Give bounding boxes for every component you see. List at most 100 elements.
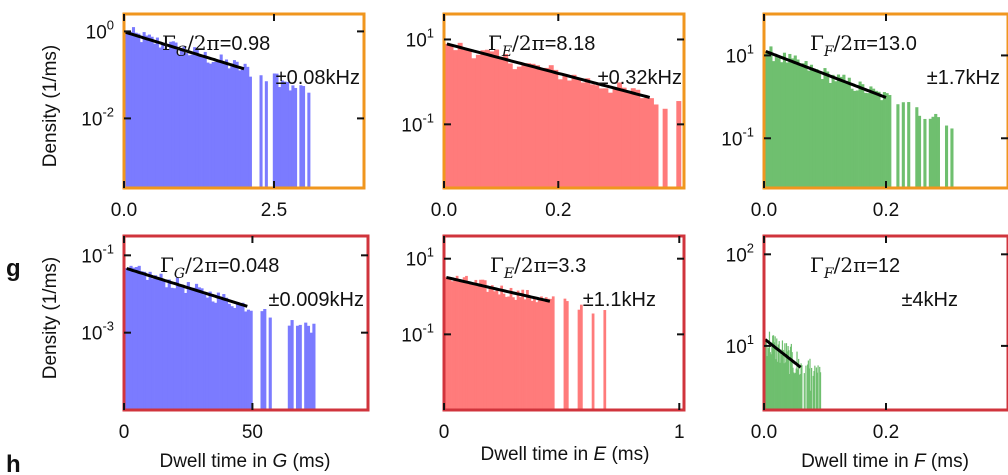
hist-bar — [302, 86, 306, 188]
hist-bar — [453, 50, 459, 188]
hist-bar — [896, 104, 900, 188]
hist-bar — [869, 86, 873, 188]
hist-bar — [771, 342, 773, 410]
hist-bar — [880, 100, 884, 188]
hist-bar — [521, 289, 525, 410]
hist-bar — [523, 299, 527, 410]
hist-bar — [493, 291, 496, 410]
hist-bar — [480, 50, 486, 188]
hist-bar — [126, 268, 130, 410]
hist-bar — [798, 375, 801, 410]
hist-bar — [214, 302, 218, 410]
y-tick-base: 10 — [86, 22, 107, 43]
hist-bar — [507, 63, 513, 188]
hist-bar — [299, 85, 303, 188]
hist-bar — [298, 324, 302, 410]
hist-bar — [713, 114, 718, 188]
hist-bar — [516, 66, 522, 188]
hist-bar — [565, 301, 569, 410]
hist-bar — [448, 277, 452, 410]
hist-bar — [182, 46, 186, 188]
panel-letter-g: g — [6, 255, 21, 282]
x-tick-label: 0 — [119, 422, 130, 443]
fit-rate-error: ±0.009kHz — [269, 289, 364, 311]
hist-bar — [754, 127, 759, 188]
fit-line-row1-F — [765, 50, 887, 99]
hist-bar — [278, 87, 282, 188]
y-tick-base: 10 — [721, 129, 742, 150]
hist-bar — [129, 31, 133, 188]
hist-bar — [243, 63, 247, 188]
hist-bar — [535, 65, 541, 188]
hist-bar — [194, 283, 199, 410]
hist-bar — [901, 102, 905, 188]
hist-bar — [579, 304, 583, 410]
hist-bar — [175, 277, 179, 410]
y-tick-exponent: -1 — [742, 124, 754, 139]
hist-bar — [780, 349, 782, 410]
y-tick-exponent: 1 — [747, 332, 754, 347]
fit-rate-error: ±4kHz — [901, 289, 958, 311]
x-axis-label-E: Dwell time in E (ms) — [481, 444, 650, 465]
fit-rate-value: =0.98 — [220, 33, 271, 55]
hist-bar — [132, 267, 136, 410]
hist-bar — [936, 117, 940, 188]
plot-area-row1-F — [764, 46, 954, 188]
hist-bar — [200, 288, 204, 410]
hist-bar — [767, 347, 769, 410]
hist-bar — [603, 88, 609, 188]
hist-bar — [240, 67, 244, 188]
hist-bar — [205, 297, 210, 410]
hist-bar — [813, 371, 815, 410]
y-tick-exponent: -1 — [102, 241, 114, 256]
hist-bar — [525, 63, 531, 188]
hist-bar — [466, 50, 472, 188]
hist-bar — [790, 343, 792, 410]
hist-bar — [519, 297, 522, 410]
y-tick-label: 100 — [86, 17, 114, 43]
hist-bar — [917, 115, 922, 188]
hist-bar — [150, 36, 154, 188]
hist-bar — [222, 294, 226, 410]
hist-bar — [793, 55, 797, 188]
hist-bar — [839, 76, 843, 188]
hist-bar — [476, 283, 480, 410]
y-tick-label: 10-2 — [81, 104, 114, 130]
hist-bar — [923, 118, 927, 188]
hist-bar — [950, 128, 954, 188]
hist-bar — [167, 279, 171, 410]
hist-bar — [248, 76, 252, 188]
hist-bar — [227, 303, 231, 410]
hist-bar — [774, 336, 776, 410]
hist-bar — [507, 296, 511, 410]
hist-bar — [533, 298, 536, 410]
fit-line-row2-E — [446, 276, 551, 303]
hist-bar — [268, 317, 272, 410]
fit-rate-value: =3.3 — [547, 255, 586, 277]
x-axis-label-part: (ms) — [926, 451, 969, 472]
hist-bar — [181, 286, 185, 410]
hist-bar — [808, 368, 810, 410]
hist-bar — [775, 359, 777, 410]
y-tick-base: 10 — [406, 250, 427, 271]
y-tick-base: 10 — [81, 324, 102, 345]
y-tick-base: 10 — [726, 46, 747, 67]
hist-bar — [544, 67, 550, 188]
fit-line-row1-E — [446, 42, 651, 99]
hist-bar — [814, 365, 816, 410]
hist-bar — [717, 113, 722, 188]
y-tick-exponent: 2 — [747, 240, 754, 255]
fit-rate-value: =12 — [866, 255, 900, 277]
hist-bar — [834, 81, 838, 188]
hist-bar — [626, 91, 632, 188]
hist-bar — [197, 287, 201, 410]
hist-bar — [263, 309, 267, 410]
hist-bar — [222, 63, 226, 188]
hist-bar — [306, 325, 311, 410]
hist-bar — [807, 70, 811, 188]
gamma-subscript: F — [823, 44, 835, 60]
hist-bar — [283, 81, 287, 188]
hist-bar — [931, 116, 935, 188]
